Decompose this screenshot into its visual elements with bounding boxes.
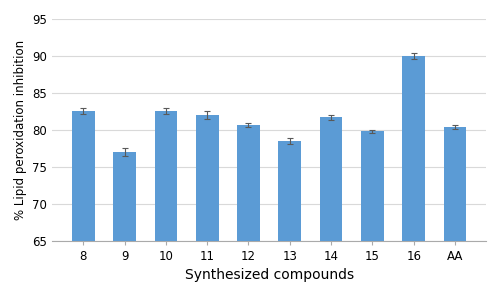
Bar [113, 152, 136, 296]
Bar [278, 141, 301, 296]
Bar [72, 111, 94, 296]
Bar [320, 117, 342, 296]
Bar [361, 131, 384, 296]
Bar [196, 115, 218, 296]
Bar [444, 127, 466, 296]
Bar [154, 111, 177, 296]
Bar [402, 56, 425, 296]
Bar [237, 125, 260, 296]
X-axis label: Synthesized compounds: Synthesized compounds [184, 268, 354, 282]
Y-axis label: % Lipid peroxidation inhibition: % Lipid peroxidation inhibition [14, 40, 27, 220]
